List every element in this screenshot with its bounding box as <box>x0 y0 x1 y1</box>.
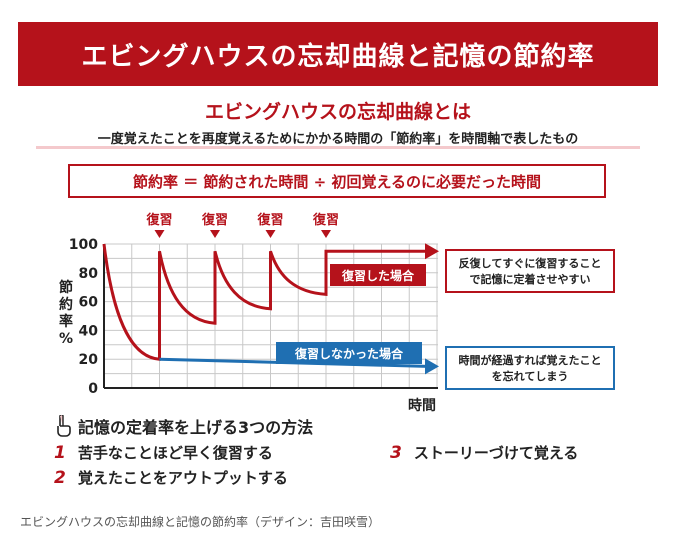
method-item-2: 2 覚えたことをアウトプットする <box>54 467 288 488</box>
annotation-text-not-reviewed-note: 時間が経過すれば覚えたこと <box>459 353 602 367</box>
method-text: ストーリーづけて覚える <box>413 444 579 462</box>
formula-box: 節約率 ＝ 節約された時間 ÷ 初回覚えるのに必要だった時間 <box>68 164 606 198</box>
y-axis-label-char: 節 <box>59 279 73 296</box>
review-marker-arrow <box>210 230 220 238</box>
y-tick-label: 40 <box>79 323 99 339</box>
series-label-bg-not-reviewed <box>276 342 422 364</box>
section-subtitle: エビングハウスの忘却曲線とは <box>204 101 471 123</box>
y-tick-label: 20 <box>79 352 99 368</box>
series-label-bg-reviewed <box>330 264 426 286</box>
method-text: 覚えたことをアウトプットする <box>77 469 288 487</box>
series-line-reviewed <box>102 243 427 361</box>
method-item-3: 3 ストーリーづけて覚える <box>390 442 578 463</box>
image-caption: エビングハウスの忘却曲線と記憶の節約率（デザイン：吉田咲雪） <box>20 515 381 529</box>
y-tick-label: 60 <box>79 295 99 311</box>
methods-title-text: 記憶の定着率を上げる3つの方法 <box>78 418 314 437</box>
series-label-not-reviewed: 復習しなかった場合 <box>294 346 404 361</box>
description-underline <box>36 146 640 149</box>
y-axis-label-char: 約 <box>59 296 73 313</box>
annotation-text-not-reviewed-note: を忘れてしまう <box>492 369 569 383</box>
y-axis-label-char: 率 <box>59 313 73 330</box>
pointing-hand-icon <box>57 415 71 437</box>
y-tick-label: 0 <box>88 381 98 397</box>
review-marker-label: 復習 <box>145 212 172 228</box>
section-description: 一度覚えたことを再度覚えるためにかかる時間の「節約率」を時間軸で表したもの <box>97 132 579 147</box>
review-marker-arrow <box>265 230 276 238</box>
method-item-1: 1 苦手なことほど早く復習する <box>54 442 273 463</box>
annotation-box-reviewed-note <box>445 249 615 293</box>
method-number: 2 <box>54 468 66 488</box>
series-arrow-not-reviewed <box>425 358 439 375</box>
y-tick-label: 80 <box>79 266 99 282</box>
y-axis-label-char: % <box>59 331 73 347</box>
series-arrow-reviewed <box>425 243 439 260</box>
annotation-box-not-reviewed-note <box>445 346 615 390</box>
annotation-text-reviewed-note: 反復してすぐに復習すること <box>459 256 602 270</box>
method-number: 1 <box>54 443 66 463</box>
formula-text: 節約率 ＝ 節約された時間 ÷ 初回覚えるのに必要だった時間 <box>132 172 541 191</box>
header-banner: エビングハウスの忘却曲線と記憶の節約率 <box>18 22 658 86</box>
y-tick-label: 100 <box>69 237 98 253</box>
review-marker-label: 復習 <box>256 212 283 228</box>
review-marker-arrow <box>321 230 331 238</box>
annotation-text-reviewed-note: で記憶に定着させやすい <box>470 272 591 286</box>
methods-title: 記憶の定着率を上げる3つの方法 <box>54 414 313 438</box>
x-axis-label: 時間 <box>408 397 436 414</box>
review-marker-arrow <box>154 230 165 238</box>
review-marker-label: 復習 <box>312 212 339 228</box>
method-number: 3 <box>390 443 402 463</box>
method-text: 苦手なことほど早く復習する <box>77 444 273 462</box>
page-title: エビングハウスの忘却曲線と記憶の節約率 <box>81 41 595 72</box>
review-marker-label: 復習 <box>201 212 228 228</box>
series-label-reviewed: 復習した場合 <box>341 268 415 283</box>
